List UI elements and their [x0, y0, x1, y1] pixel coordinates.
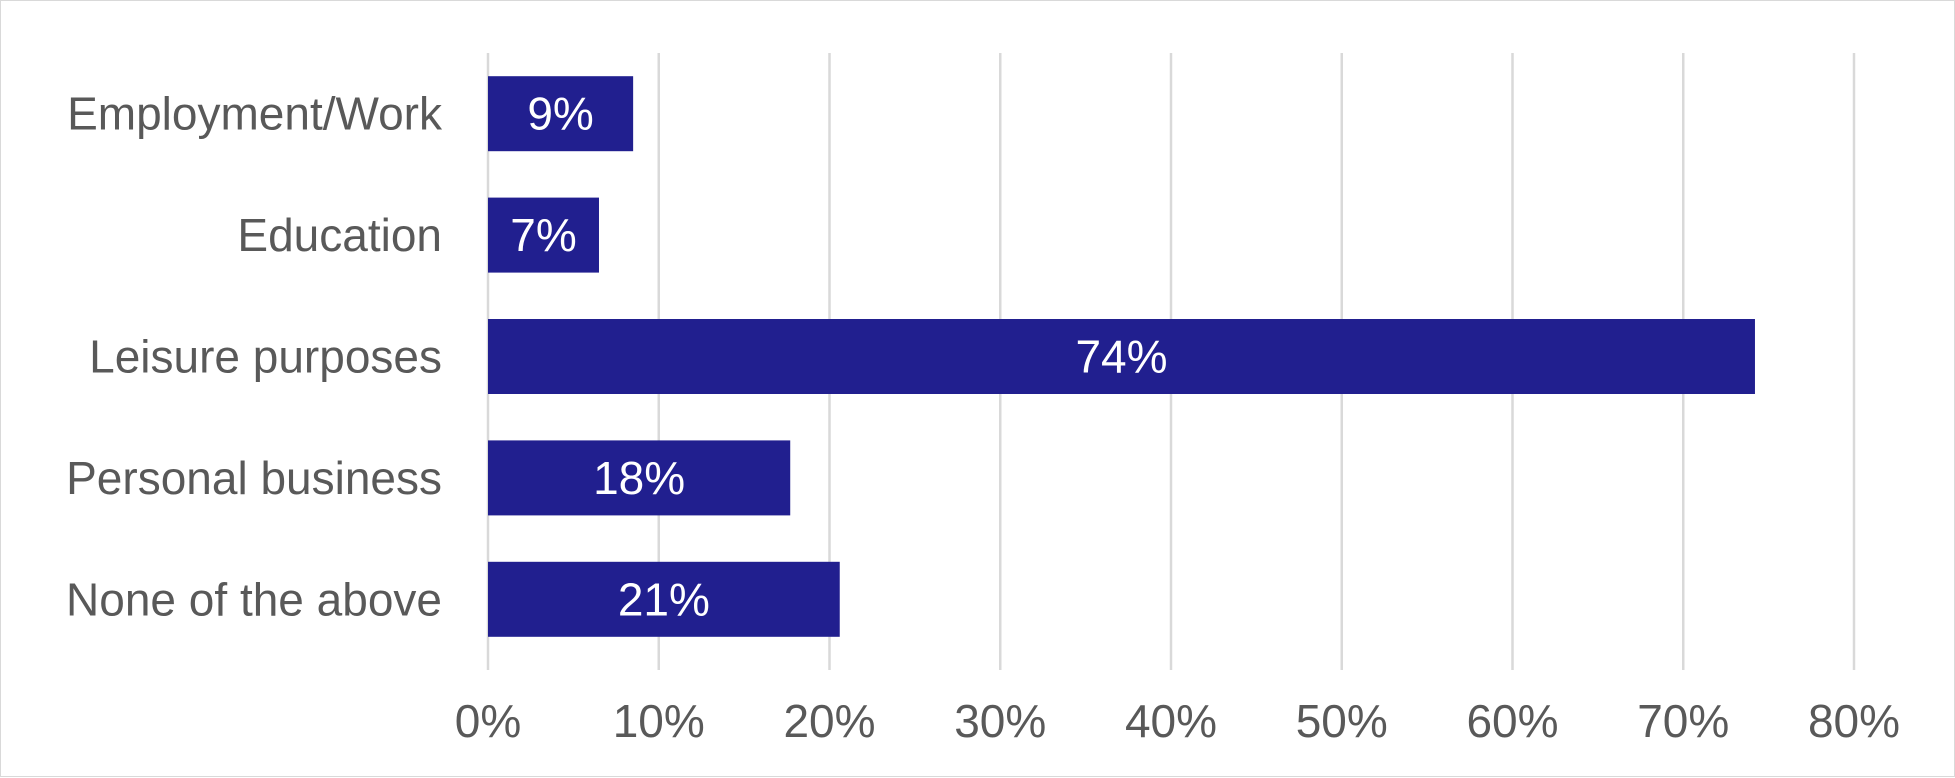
x-tick-label-10: 10% [613, 695, 705, 747]
category-label-1: Education [237, 209, 442, 261]
bar-2 [488, 319, 1755, 394]
data-label-3: 18% [593, 452, 685, 504]
category-label-2: Leisure purposes [89, 331, 442, 383]
category-labels: Employment/Work Education Leisure purposes… [66, 88, 443, 626]
x-tick-label-40: 40% [1125, 695, 1217, 747]
category-label-4: None of the above [66, 573, 442, 625]
data-label-0: 9% [527, 88, 593, 140]
bar-3 [488, 440, 791, 516]
bar-0 [488, 76, 634, 152]
data-label-1: 7% [510, 209, 576, 261]
data-labels: 9% 7% 74% 18% 21% [510, 88, 1167, 626]
x-tick-label-60: 60% [1466, 695, 1558, 747]
data-label-2: 74% [1075, 331, 1167, 383]
x-tick-label-30: 30% [954, 695, 1046, 747]
x-tick-label-0: 0% [455, 695, 521, 747]
x-tick-label-20: 20% [783, 695, 875, 747]
x-tick-label-70: 70% [1637, 695, 1729, 747]
bar-1 [488, 197, 599, 273]
category-label-0: Employment/Work [67, 88, 443, 140]
category-label-3: Personal business [66, 452, 442, 504]
data-label-4: 21% [618, 573, 710, 625]
x-tick-label-50: 50% [1296, 695, 1388, 747]
x-tick-label-80: 80% [1808, 695, 1900, 747]
bar-4 [488, 561, 840, 637]
bars [488, 76, 1755, 637]
x-tick-labels: 0% 10% 20% 30% 40% 50% 60% 70% 80% [455, 695, 1900, 747]
